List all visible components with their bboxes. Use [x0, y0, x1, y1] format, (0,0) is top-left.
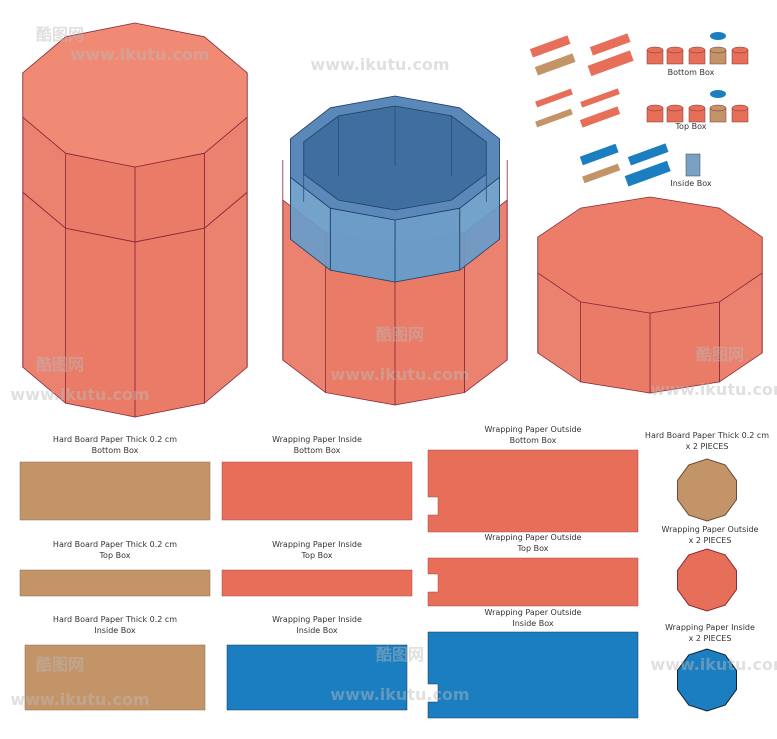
- box-side: [394, 207, 461, 283]
- panel: [24, 644, 206, 711]
- lid-disc: [710, 32, 726, 40]
- cylinder-top: [666, 46, 684, 54]
- strip: [627, 143, 669, 166]
- label: x 2 PIECES: [689, 634, 732, 643]
- label: Wrapping Paper Outside: [485, 608, 582, 617]
- label: Bottom Box: [92, 446, 139, 455]
- cylinder-top: [731, 104, 749, 112]
- label: Wrapping Paper Inside: [272, 540, 362, 549]
- label: Wrapping Paper Outside: [485, 533, 582, 542]
- box-renderings: [22, 22, 763, 418]
- panel: [221, 569, 413, 597]
- strip: [534, 53, 576, 76]
- watermark: 酷图网: [376, 645, 424, 664]
- watermark: www.ikutu.com: [330, 365, 469, 384]
- watermark: www.ikutu.com: [650, 380, 777, 399]
- label: Wrapping Paper Inside: [272, 435, 362, 444]
- box-side: [580, 301, 651, 394]
- label: Top Box: [301, 551, 333, 560]
- label: Inside Box: [296, 626, 338, 635]
- panel: [19, 569, 211, 597]
- box-top: [22, 22, 248, 168]
- strip: [535, 108, 573, 128]
- watermark: www.ikutu.com: [650, 655, 777, 674]
- panel: [226, 644, 408, 711]
- panel: [427, 557, 639, 607]
- strip: [579, 143, 619, 166]
- watermark: 酷图网: [36, 355, 84, 374]
- watermark: www.ikutu.com: [70, 45, 209, 64]
- cylinder-top: [709, 104, 727, 112]
- decagon: [677, 548, 737, 612]
- box-side: [203, 116, 248, 405]
- label: Top Box: [517, 544, 549, 553]
- cylinder-top: [666, 104, 684, 112]
- strip: [535, 88, 573, 108]
- label: Wrapping Paper Outside: [485, 425, 582, 434]
- strip: [529, 35, 571, 58]
- watermark: www.ikutu.com: [330, 685, 469, 704]
- box-side: [329, 207, 396, 283]
- label: Wrapping Paper Outside: [662, 525, 759, 534]
- panel: [427, 449, 639, 533]
- watermark: 酷图网: [36, 655, 84, 674]
- box-side: [65, 152, 136, 418]
- panel: [19, 461, 211, 521]
- small-cylinders: [646, 32, 749, 123]
- label: Inside Box: [512, 619, 554, 628]
- box-side: [134, 152, 205, 418]
- watermark: 酷图网: [376, 325, 424, 344]
- lid-seam: [22, 191, 248, 243]
- legend-label: Top Box: [675, 122, 707, 131]
- cylinder-top: [709, 46, 727, 54]
- label: Bottom Box: [510, 436, 557, 445]
- watermark: www.ikutu.com: [10, 385, 149, 404]
- label: Hard Board Paper Thick 0.2 cm: [53, 540, 177, 549]
- watermark: 酷图网: [36, 25, 84, 44]
- label: Hard Board Paper Thick 0.2 cm: [645, 431, 769, 440]
- strip: [582, 163, 621, 184]
- label: Wrapping Paper Inside: [272, 615, 362, 624]
- strip: [580, 88, 620, 108]
- legend-label: Bottom Box: [668, 68, 715, 77]
- cylinder-top: [646, 46, 664, 54]
- dielines: [19, 449, 639, 719]
- decagon: [677, 648, 737, 712]
- watermark: 酷图网: [696, 345, 744, 364]
- legend-label: Inside Box: [670, 179, 712, 188]
- watermark: www.ikutu.com: [310, 55, 449, 74]
- label: Bottom Box: [294, 446, 341, 455]
- strip: [587, 50, 634, 77]
- cylinder-top: [646, 104, 664, 112]
- small-parts: [529, 33, 701, 187]
- label: Top Box: [99, 551, 131, 560]
- cylinder-top: [688, 104, 706, 112]
- label: Hard Board Paper Thick 0.2 cm: [53, 615, 177, 624]
- label: Hard Board Paper Thick 0.2 cm: [53, 435, 177, 444]
- strip: [589, 33, 631, 56]
- label: x 2 PIECES: [686, 442, 729, 451]
- decagon: [677, 458, 737, 522]
- watermarks: 酷图网 www.ikutu.com www.ikutu.com 酷图网 www.…: [10, 25, 777, 709]
- lid-disc: [710, 90, 726, 98]
- strip: [579, 106, 621, 128]
- box-top: [537, 196, 763, 314]
- strip: [624, 160, 671, 187]
- cylinder: [685, 153, 701, 177]
- label: Inside Box: [94, 626, 136, 635]
- labels: Hard Board Paper Thick 0.2 cm Bottom Box…: [53, 425, 769, 643]
- label: x 2 PIECES: [689, 536, 732, 545]
- panel: [221, 461, 413, 521]
- label: Wrapping Paper Inside: [665, 623, 755, 632]
- panel: [427, 631, 639, 719]
- decagons: [677, 458, 737, 712]
- watermark: www.ikutu.com: [10, 690, 149, 709]
- cylinder-top: [731, 46, 749, 54]
- cylinder-top: [688, 46, 706, 54]
